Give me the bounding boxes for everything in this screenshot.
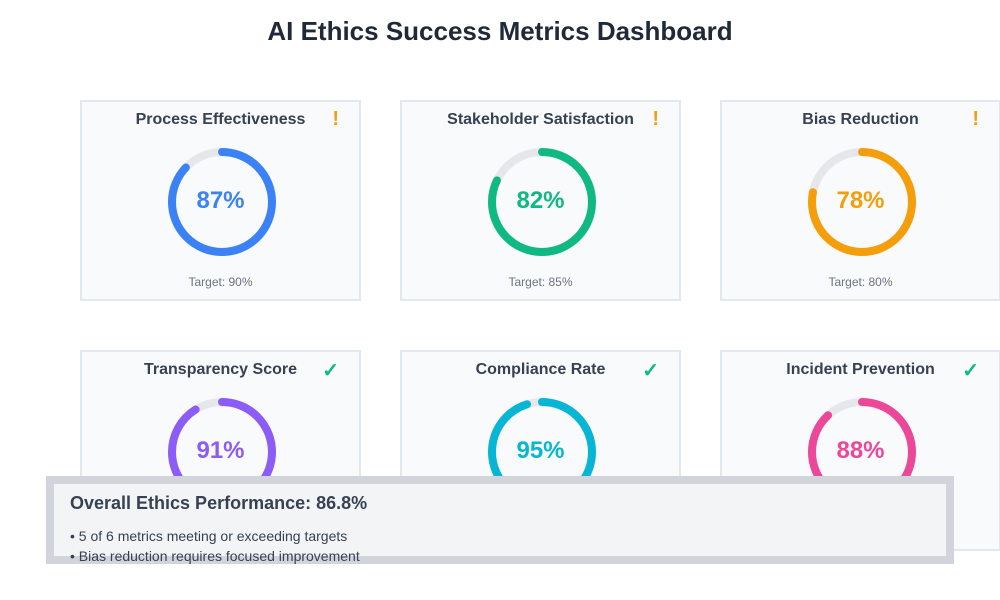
metric-title: Process Effectiveness	[135, 111, 306, 128]
metric-title: Transparency Score	[144, 361, 297, 378]
warning-icon: !	[652, 108, 659, 130]
progress-ring	[488, 148, 596, 256]
metric-value: 87%	[196, 187, 245, 214]
progress-ring	[168, 148, 276, 256]
metric-target: Target: 85%	[508, 275, 573, 289]
check-icon: ✓	[322, 360, 339, 382]
ring-progress	[808, 148, 916, 256]
metric-value: 91%	[196, 437, 245, 464]
ring-progress	[168, 148, 276, 256]
warning-icon: !	[972, 108, 979, 130]
check-icon: ✓	[962, 360, 979, 382]
metric-value: 95%	[516, 437, 565, 464]
ring-progress	[488, 148, 596, 256]
metric-title: Stakeholder Satisfaction	[447, 111, 634, 128]
summary-bullet: • Bias reduction requires focused improv…	[70, 548, 360, 564]
metric-card: Bias Reduction ! 78% Target: 80%	[720, 100, 1000, 301]
summary-title: Overall Ethics Performance: 86.8%	[70, 493, 368, 513]
metric-target: Target: 90%	[188, 275, 253, 289]
metric-target: Target: 80%	[828, 275, 893, 289]
metric-value: 82%	[516, 187, 565, 214]
metric-card: Process Effectiveness ! 87% Target: 90%	[80, 100, 361, 301]
warning-icon: !	[332, 108, 339, 130]
metric-value: 78%	[836, 187, 885, 214]
metric-title: Compliance Rate	[475, 361, 606, 378]
progress-ring	[808, 148, 916, 256]
metric-value: 88%	[836, 437, 885, 464]
metric-title: Incident Prevention	[786, 361, 935, 378]
metric-card: Stakeholder Satisfaction ! 82% Target: 8…	[400, 100, 681, 301]
summary-panel: Overall Ethics Performance: 86.8% • 5 of…	[46, 476, 954, 564]
metric-title: Bias Reduction	[802, 111, 919, 128]
summary-bullet: • 5 of 6 metrics meeting or exceeding ta…	[70, 528, 348, 544]
page-title: AI Ethics Success Metrics Dashboard	[267, 16, 733, 46]
check-icon: ✓	[642, 360, 659, 382]
